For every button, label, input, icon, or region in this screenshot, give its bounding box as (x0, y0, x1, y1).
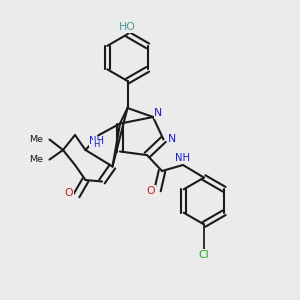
Text: HO: HO (119, 22, 136, 32)
Text: NH: NH (176, 153, 190, 164)
Text: H: H (93, 140, 99, 149)
Text: HO: HO (119, 22, 136, 32)
Text: Me: Me (29, 135, 44, 144)
Text: N: N (154, 108, 163, 118)
Text: NH: NH (89, 136, 104, 146)
Text: O: O (147, 185, 155, 196)
Text: N: N (168, 134, 176, 145)
Text: O: O (65, 188, 73, 198)
Text: Cl: Cl (199, 250, 209, 260)
Text: Me: Me (29, 155, 44, 164)
